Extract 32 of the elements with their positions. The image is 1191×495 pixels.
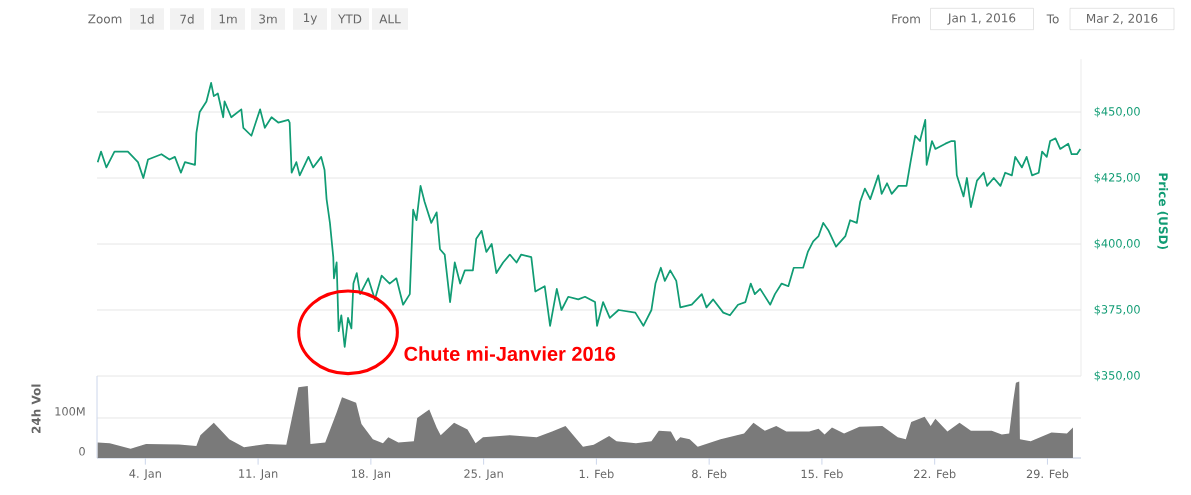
text: Jan 1, 2016	[947, 13, 1016, 25]
text: 3m	[259, 14, 277, 24]
x-tick-label: 22. Feb	[914, 469, 956, 479]
y-tick-label: 0	[79, 447, 85, 456]
x-tick-label: 29. Feb	[1026, 469, 1069, 479]
text: To	[1046, 14, 1059, 24]
y-tick-label: $350,00	[1094, 370, 1140, 382]
line-series	[96, 82, 1082, 348]
text: 1m	[219, 14, 237, 24]
text: YTD	[338, 14, 362, 24]
text: Mar 2, 2016	[1087, 13, 1158, 25]
y-tick-label: $375,00	[1094, 304, 1140, 316]
text: 1y	[303, 13, 318, 25]
y-tick-label: $400,00	[1094, 238, 1140, 250]
y-axis-title: 24h Vol	[31, 384, 41, 434]
x-tick-label: 15. Feb	[801, 469, 843, 479]
y-tick-label: $425,00	[1094, 172, 1140, 184]
text: Zoom	[88, 14, 122, 24]
x-tick-label: 11. Jan	[239, 469, 278, 480]
text: 1d	[140, 14, 154, 24]
x-tick-label: 8. Feb	[692, 469, 727, 479]
y-axis-title: Price (USD)	[1157, 173, 1169, 249]
y-tick-label: $450,00	[1094, 106, 1140, 118]
x-tick-label: 4. Jan	[129, 469, 161, 480]
x-tick-label: 18. Jan	[351, 469, 391, 481]
annotation: Chute mi-Janvier 2016	[404, 346, 616, 361]
text: From	[892, 14, 920, 24]
y-tick-label: 100M	[55, 407, 85, 416]
x-tick-label: 25. Jan	[464, 469, 503, 481]
x-tick-label: 1. Feb	[579, 469, 614, 479]
text: ALL	[379, 14, 401, 24]
text: 7d	[180, 14, 194, 24]
